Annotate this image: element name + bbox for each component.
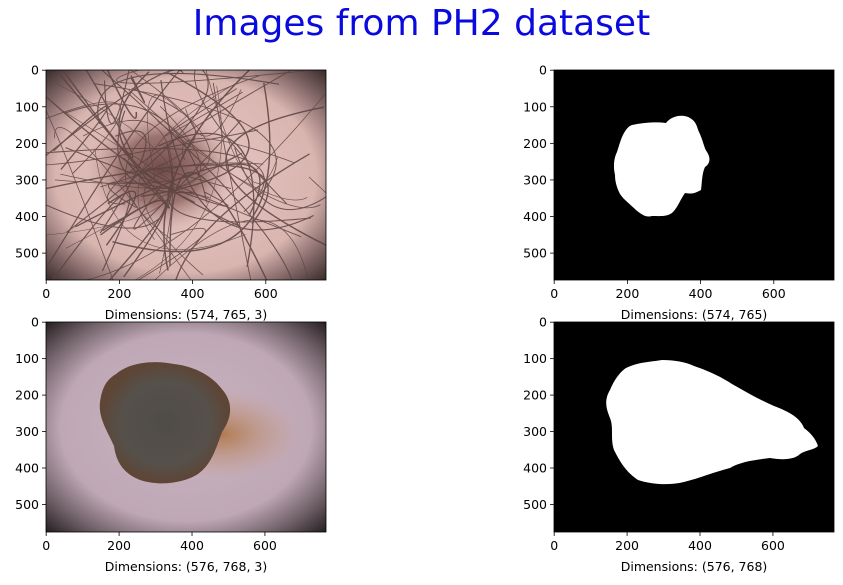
x-tick-label: 600 bbox=[761, 538, 785, 553]
y-tick-label: 300 bbox=[523, 424, 547, 439]
image-dimensions-label: Dimensions: (574, 765, 3) bbox=[46, 307, 326, 322]
y-tick-label: 400 bbox=[523, 461, 547, 476]
y-tick-label: 100 bbox=[523, 99, 547, 114]
x-tick-label: 200 bbox=[107, 538, 131, 553]
y-tick-label: 100 bbox=[15, 99, 39, 114]
x-tick-label: 200 bbox=[615, 286, 639, 301]
x-tick-label: 200 bbox=[107, 286, 131, 301]
y-tick-label: 500 bbox=[523, 246, 547, 261]
x-tick-label: 600 bbox=[254, 286, 278, 301]
y-tick-label: 0 bbox=[539, 63, 547, 78]
mask-dimensions-label: Dimensions: (576, 768) bbox=[554, 559, 834, 574]
x-tick-label: 400 bbox=[181, 286, 205, 301]
y-tick-label: 400 bbox=[15, 209, 39, 224]
y-tick-label: 300 bbox=[523, 172, 547, 187]
y-tick-label: 200 bbox=[523, 136, 547, 151]
mask-panel-1: 0 200 400 600 0 100 200 300 400 500 Dimensions: (… bbox=[554, 70, 834, 280]
x-tick-label: 0 bbox=[550, 286, 558, 301]
y-tick-label: 100 bbox=[523, 351, 547, 366]
y-tick-label: 200 bbox=[15, 136, 39, 151]
image-dimensions-label: Dimensions: (576, 768, 3) bbox=[46, 559, 326, 574]
x-tick-label: 200 bbox=[615, 538, 639, 553]
y-tick-label: 0 bbox=[31, 315, 39, 330]
image-panel-dark-lesion: 0 200 400 600 0 100 200 300 400 500 Dimensions: (… bbox=[46, 322, 326, 532]
x-tick-label: 400 bbox=[688, 538, 712, 553]
y-tick-label: 300 bbox=[15, 172, 39, 187]
y-tick-label: 500 bbox=[523, 497, 547, 512]
y-tick-label: 400 bbox=[15, 461, 39, 476]
image-panel-hairy-lesion: 0 200 400 600 0 100 200 300 400 500 Dimensions: (… bbox=[46, 70, 326, 280]
x-tick-label: 0 bbox=[42, 286, 50, 301]
y-tick-label: 200 bbox=[15, 388, 39, 403]
y-tick-label: 0 bbox=[31, 63, 39, 78]
x-tick-label: 400 bbox=[689, 286, 713, 301]
x-tick-label: 0 bbox=[42, 538, 50, 553]
y-tick-label: 200 bbox=[523, 388, 547, 403]
x-tick-label: 400 bbox=[180, 538, 204, 553]
mask-dimensions-label: Dimensions: (574, 765) bbox=[554, 307, 834, 322]
y-tick-label: 100 bbox=[15, 351, 39, 366]
y-tick-label: 500 bbox=[15, 497, 39, 512]
y-tick-label: 0 bbox=[539, 315, 547, 330]
y-tick-label: 500 bbox=[15, 246, 39, 261]
y-tick-label: 400 bbox=[523, 209, 547, 224]
figure-title: Images from PH2 dataset bbox=[0, 4, 843, 44]
x-tick-label: 0 bbox=[550, 538, 558, 553]
x-tick-label: 600 bbox=[762, 286, 786, 301]
x-tick-label: 600 bbox=[253, 538, 277, 553]
y-tick-label: 300 bbox=[15, 424, 39, 439]
mask-panel-2: 0 200 400 600 0 100 200 300 400 500 Dimensions: (… bbox=[554, 322, 834, 532]
